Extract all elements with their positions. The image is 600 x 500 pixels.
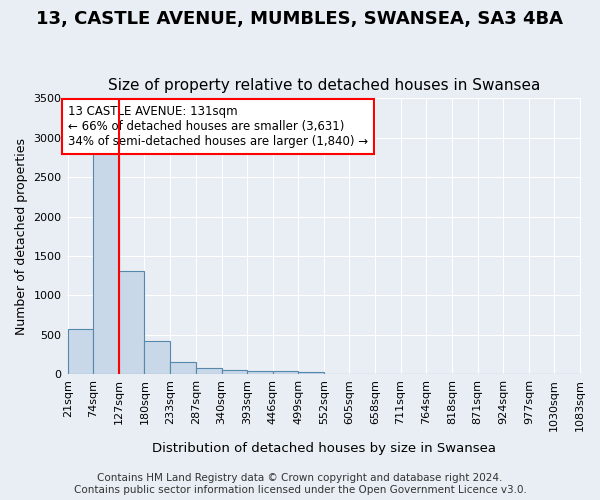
Bar bbox=[145, 341, 170, 374]
Bar bbox=[196, 368, 221, 374]
Bar bbox=[298, 372, 324, 374]
Text: Contains HM Land Registry data © Crown copyright and database right 2024.
Contai: Contains HM Land Registry data © Crown c… bbox=[74, 474, 526, 495]
Text: 13, CASTLE AVENUE, MUMBLES, SWANSEA, SA3 4BA: 13, CASTLE AVENUE, MUMBLES, SWANSEA, SA3… bbox=[37, 10, 563, 28]
Text: 13 CASTLE AVENUE: 131sqm
← 66% of detached houses are smaller (3,631)
34% of sem: 13 CASTLE AVENUE: 131sqm ← 66% of detach… bbox=[68, 105, 368, 148]
X-axis label: Distribution of detached houses by size in Swansea: Distribution of detached houses by size … bbox=[152, 442, 496, 455]
Bar bbox=[94, 134, 119, 374]
Title: Size of property relative to detached houses in Swansea: Size of property relative to detached ho… bbox=[107, 78, 540, 93]
Bar bbox=[119, 271, 145, 374]
Y-axis label: Number of detached properties: Number of detached properties bbox=[15, 138, 28, 334]
Bar bbox=[68, 329, 94, 374]
Bar bbox=[170, 362, 196, 374]
Bar bbox=[247, 371, 273, 374]
Bar bbox=[273, 371, 298, 374]
Bar bbox=[221, 370, 247, 374]
